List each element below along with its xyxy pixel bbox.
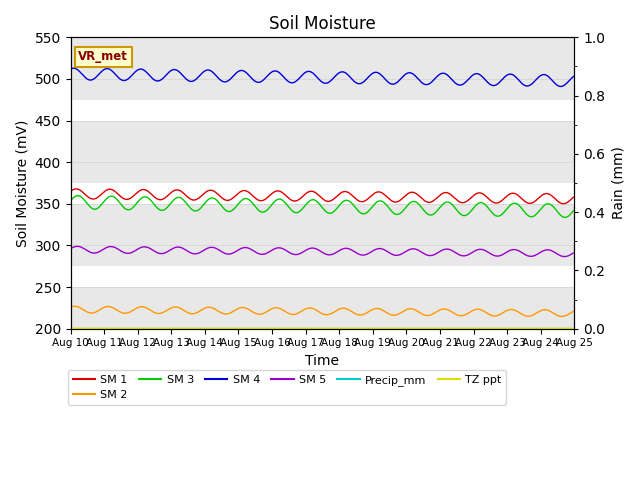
SM 1 [467,195,474,201]
SM 3 [571,207,579,213]
SM 2 [71,303,79,309]
SM 5 [561,254,568,260]
SM 3 [67,198,74,204]
SM 1 [236,190,243,195]
Bar [70,287,575,329]
SM 1 [401,193,408,199]
SM 4 [167,68,175,74]
SM 4 [511,73,519,79]
SM 4 [571,73,579,79]
SM 5 [571,250,579,255]
SM 5 [236,247,243,252]
SM 1 [167,190,175,196]
Line: SM 1: SM 1 [70,189,575,204]
Line: SM 5: SM 5 [70,246,575,257]
SM 4 [179,73,187,79]
Bar [70,204,575,266]
SM 2 [401,308,408,313]
TZ ppt [401,326,408,332]
Precip_mm [571,326,579,332]
SM 3 [467,209,474,215]
X-axis label: Time: Time [305,354,339,368]
TZ ppt [235,326,243,332]
SM 2 [179,307,187,312]
Precip_mm [511,326,518,332]
SM 3 [179,197,187,203]
Title: Soil Moisture: Soil Moisture [269,15,376,33]
Precip_mm [466,326,474,332]
TZ ppt [511,326,518,332]
Line: SM 3: SM 3 [70,196,575,217]
Line: SM 4: SM 4 [70,68,575,86]
SM 4 [236,68,243,74]
TZ ppt [179,326,186,332]
Bar [70,120,575,183]
SM 1 [179,190,187,195]
Precip_mm [401,326,408,332]
Line: SM 2: SM 2 [70,306,575,316]
Bar [70,37,575,100]
SM 5 [167,247,175,252]
TZ ppt [571,326,579,332]
Y-axis label: Rain (mm): Rain (mm) [611,146,625,219]
SM 1 [67,189,74,194]
SM 2 [511,307,519,313]
SM 1 [560,201,568,206]
TZ ppt [67,326,74,332]
SM 3 [511,200,519,206]
Precip_mm [235,326,243,332]
SM 5 [67,246,74,252]
SM 3 [401,206,408,212]
SM 3 [236,200,243,205]
SM 2 [571,308,579,314]
SM 2 [236,305,243,311]
SM 4 [70,65,77,71]
SM 5 [511,247,519,252]
TZ ppt [166,326,174,332]
Y-axis label: Soil Moisture (mV): Soil Moisture (mV) [15,120,29,247]
SM 5 [401,249,408,255]
Precip_mm [179,326,186,332]
SM 5 [74,243,81,249]
SM 3 [74,193,82,199]
TZ ppt [466,326,474,332]
SM 4 [467,74,474,80]
Precip_mm [67,326,74,332]
SM 5 [179,245,187,251]
Precip_mm [166,326,174,332]
SM 5 [467,251,474,256]
SM 1 [511,191,519,196]
SM 1 [72,186,80,192]
Text: VR_met: VR_met [78,50,128,63]
SM 3 [167,201,175,206]
SM 3 [561,215,569,220]
SM 2 [67,304,74,310]
SM 1 [571,193,579,199]
SM 2 [167,305,175,311]
SM 4 [557,84,564,89]
SM 2 [558,313,566,319]
SM 4 [67,66,74,72]
SM 2 [467,309,474,315]
SM 4 [401,72,408,78]
Legend: SM 1, SM 2, SM 3, SM 4, SM 5, Precip_mm, TZ ppt: SM 1, SM 2, SM 3, SM 4, SM 5, Precip_mm,… [68,370,506,405]
